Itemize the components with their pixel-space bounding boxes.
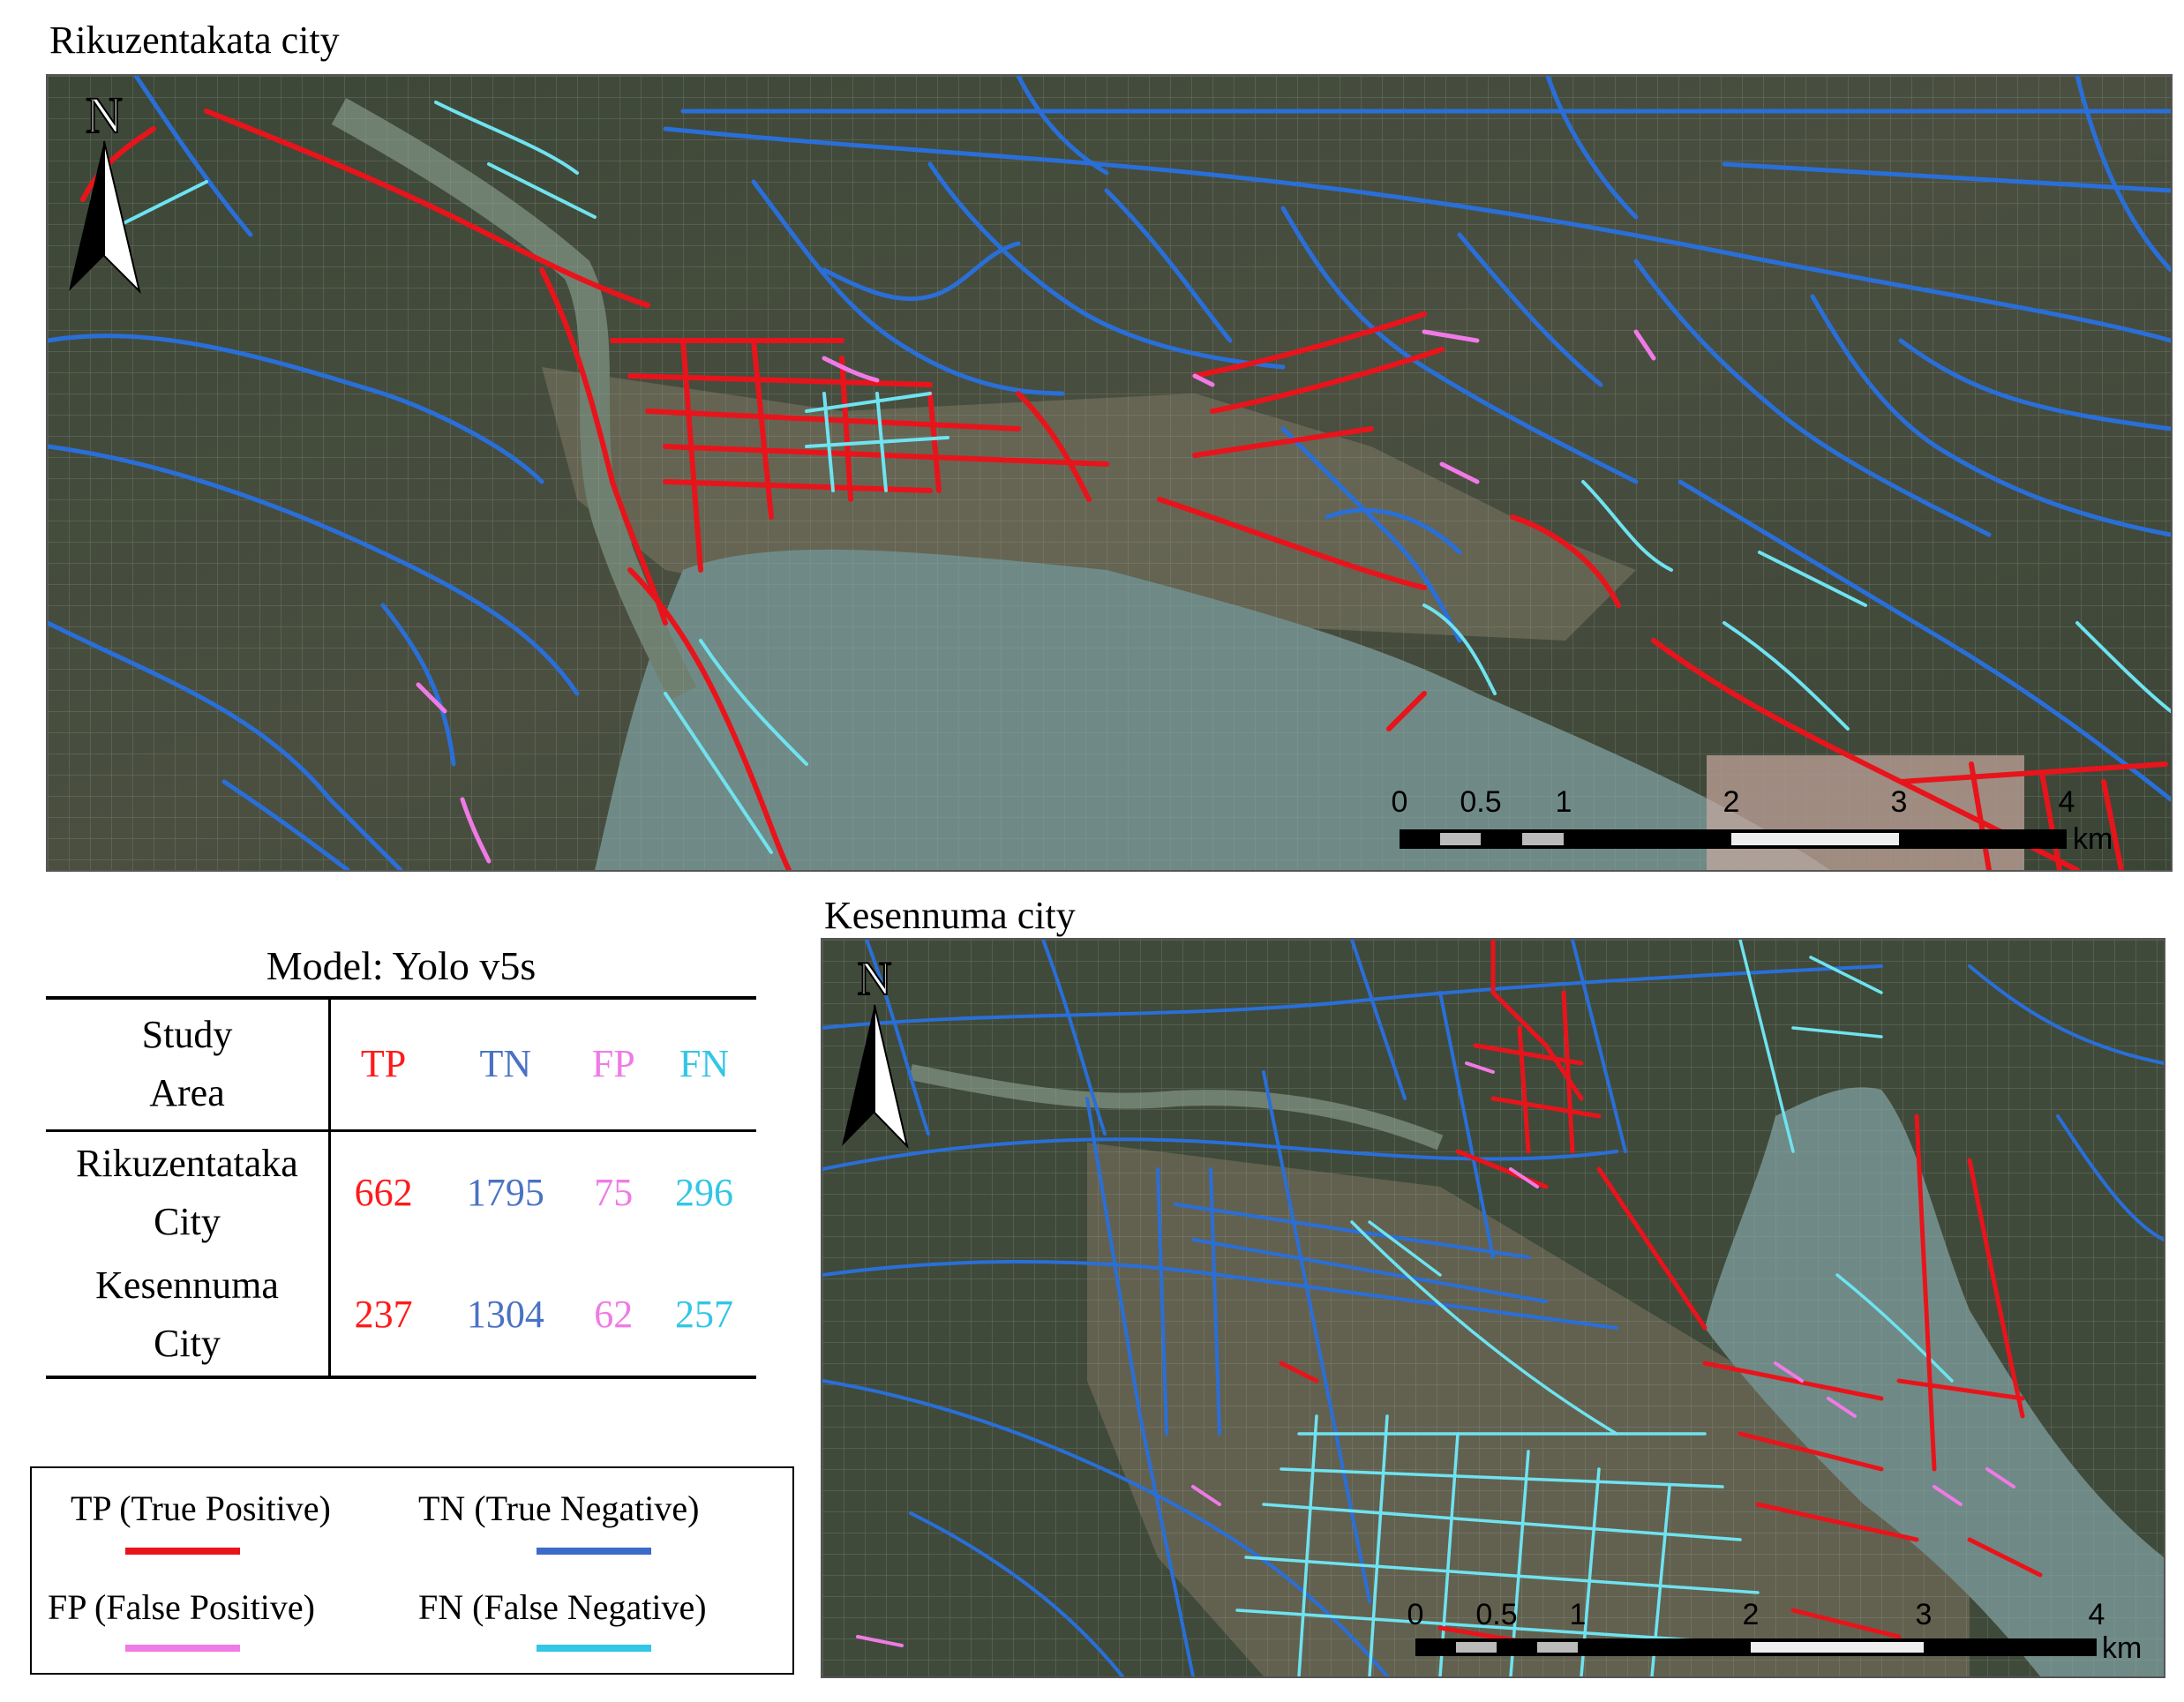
scale-bar-segment [1731,833,1899,845]
kesennuma-map-title: Kesennuma city [824,894,1076,937]
scale-tick-0: 0 [1407,1598,1424,1631]
tn-value: 1795 [466,1170,544,1214]
scale-tick-3: 3 [1891,785,1908,819]
scale-tick-0: 0 [1392,785,1408,819]
legend-fp-swatch [125,1645,240,1652]
fp-value: 62 [594,1293,634,1336]
study-area-header: Study Area [46,998,331,1130]
study-area-cell: Rikuzentataka City [46,1130,331,1254]
tn-roads [822,940,2164,1676]
scale-tick-4: 4 [2089,1598,2105,1631]
tn-roads [48,76,2171,870]
legend-tp-swatch [125,1548,240,1555]
fn-value: 257 [674,1293,733,1336]
study-area-line2: City [154,1199,221,1243]
tp-roads [1279,940,2043,1648]
legend-fn-swatch [537,1645,651,1652]
results-table: Study Area TP TN FP FN Rikuzentataka Cit… [46,996,756,1379]
scale-bar-segment [1537,1642,1578,1653]
scale-tick-0-5: 0.5 [1460,785,1501,819]
tp-roads [80,109,2168,870]
fp-roads [416,329,1656,864]
scale-unit: km [2073,822,2113,856]
rikuzentakata-map-canvas [48,76,2171,870]
scale-tick-3: 3 [1916,1598,1933,1631]
study-area-line1: Kesennuma [95,1263,279,1307]
tn-header: TN [479,1042,532,1086]
table-row: Rikuzentataka City 662 1795 75 296 [46,1130,756,1254]
study-area-header-line2: Area [149,1071,225,1115]
tp-value: 237 [354,1293,413,1336]
study-area-line2: City [154,1322,221,1365]
legend-tn-swatch [537,1548,651,1555]
fp-roads [856,1061,2015,1647]
rikuzentakata-map-title: Rikuzentakata city [49,19,340,62]
scale-bar-segment [1440,833,1481,845]
north-arrow-icon: N [842,951,909,1150]
scale-tick-2: 2 [1723,785,1740,819]
legend-fn-label: FN (False Negative) [418,1587,707,1627]
legend-tp-label: TP (True Positive) [71,1488,331,1528]
study-area-line1: Rikuzentataka [76,1141,298,1185]
scale-tick-2: 2 [1743,1598,1760,1631]
fp-value: 75 [594,1170,634,1214]
kesennuma-map[interactable]: N 0 0.5 1 2 3 4 km [821,938,2165,1678]
kesennuma-map-canvas [822,940,2164,1676]
scale-tick-4: 4 [2059,785,2075,819]
scale-bar-segment [1751,1642,1924,1653]
tp-header: TP [360,1042,407,1086]
model-title: Model: Yolo v5s [266,943,537,988]
fn-header: FN [679,1042,730,1086]
scale-tick-1: 1 [1556,785,1572,819]
legend-tn-label: TN (True Negative) [418,1488,700,1528]
study-area-cell: Kesennuma City [46,1254,331,1377]
north-label: N [86,86,123,144]
fn-value: 296 [674,1170,733,1214]
fp-header: FP [591,1042,635,1086]
legend-fp-label: FP (False Positive) [48,1587,315,1627]
north-arrow-icon: N [69,86,141,295]
fn-roads [99,101,2171,854]
tn-value: 1304 [466,1293,544,1336]
north-label: N [858,952,892,1005]
rikuzentakata-scale-bar: 0 0.5 1 2 3 4 km [1392,785,2113,856]
study-area-header-line1: Study [141,1013,233,1057]
map-legend: TP (True Positive) TN (True Negative) FP… [30,1466,794,1675]
grid-overlay [822,940,2164,1676]
table-row: Kesennuma City 237 1304 62 257 [46,1254,756,1377]
scale-bar-segment [1456,1642,1497,1653]
kesennuma-scale-bar: 0 0.5 1 2 3 4 km [1407,1598,2143,1665]
table-header-row: Study Area TP TN FP FN [46,998,756,1130]
tp-value: 662 [354,1170,413,1214]
scale-tick-0-5: 0.5 [1475,1598,1517,1631]
rikuzentakata-map[interactable]: N 0 0.5 1 2 3 4 km [46,74,2173,872]
scale-tick-1: 1 [1570,1598,1587,1631]
results-table-panel: Model: Yolo v5s Study Area TP TN FP FN R… [46,940,756,1379]
scale-unit: km [2102,1631,2142,1665]
scale-bar-segment [1522,833,1564,845]
